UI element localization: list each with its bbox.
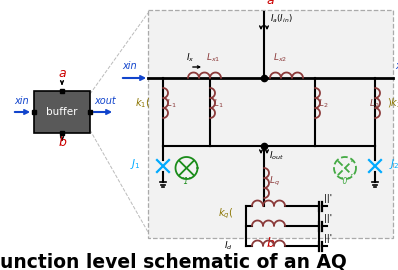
Text: a: a (267, 0, 274, 7)
Text: xout: xout (395, 61, 398, 71)
Text: unction level schematic of an AQ: unction level schematic of an AQ (0, 252, 347, 270)
Text: $)k_2$: $)k_2$ (387, 96, 398, 110)
Text: ||': ||' (324, 234, 332, 243)
Text: ||': ||' (324, 214, 332, 223)
Text: $J_2$: $J_2$ (389, 157, 398, 171)
Text: "1": "1" (181, 177, 193, 186)
Text: $L_2$: $L_2$ (369, 97, 379, 110)
Polygon shape (148, 10, 393, 238)
Text: $L_q$: $L_q$ (269, 176, 280, 188)
Text: ||': ||' (324, 194, 332, 203)
Text: buffer: buffer (46, 107, 78, 117)
Text: $I_d$: $I_d$ (224, 240, 233, 252)
Bar (34, 91, 90, 133)
Text: $I_a(I_{in})$: $I_a(I_{in})$ (270, 13, 293, 25)
Text: xin: xin (122, 61, 137, 71)
Text: xin: xin (14, 96, 29, 106)
Text: $L_{x1}$: $L_{x1}$ (206, 51, 220, 63)
Text: $k_q($: $k_q($ (218, 206, 233, 221)
Text: "0": "0" (339, 177, 351, 186)
Text: xout: xout (94, 96, 116, 106)
Text: $L_1$: $L_1$ (213, 97, 224, 110)
Text: $L_1$: $L_1$ (166, 97, 177, 110)
Text: b: b (267, 237, 275, 250)
Text: $k_1($: $k_1($ (135, 96, 150, 110)
Text: b: b (58, 136, 66, 149)
Text: $I_{out}$: $I_{out}$ (269, 149, 284, 161)
Text: $J_1$: $J_1$ (130, 157, 141, 171)
Text: $I_x$: $I_x$ (186, 51, 195, 63)
Text: a: a (58, 67, 66, 80)
Text: $L_2$: $L_2$ (318, 97, 328, 110)
Text: $L_{x2}$: $L_{x2}$ (273, 51, 287, 63)
